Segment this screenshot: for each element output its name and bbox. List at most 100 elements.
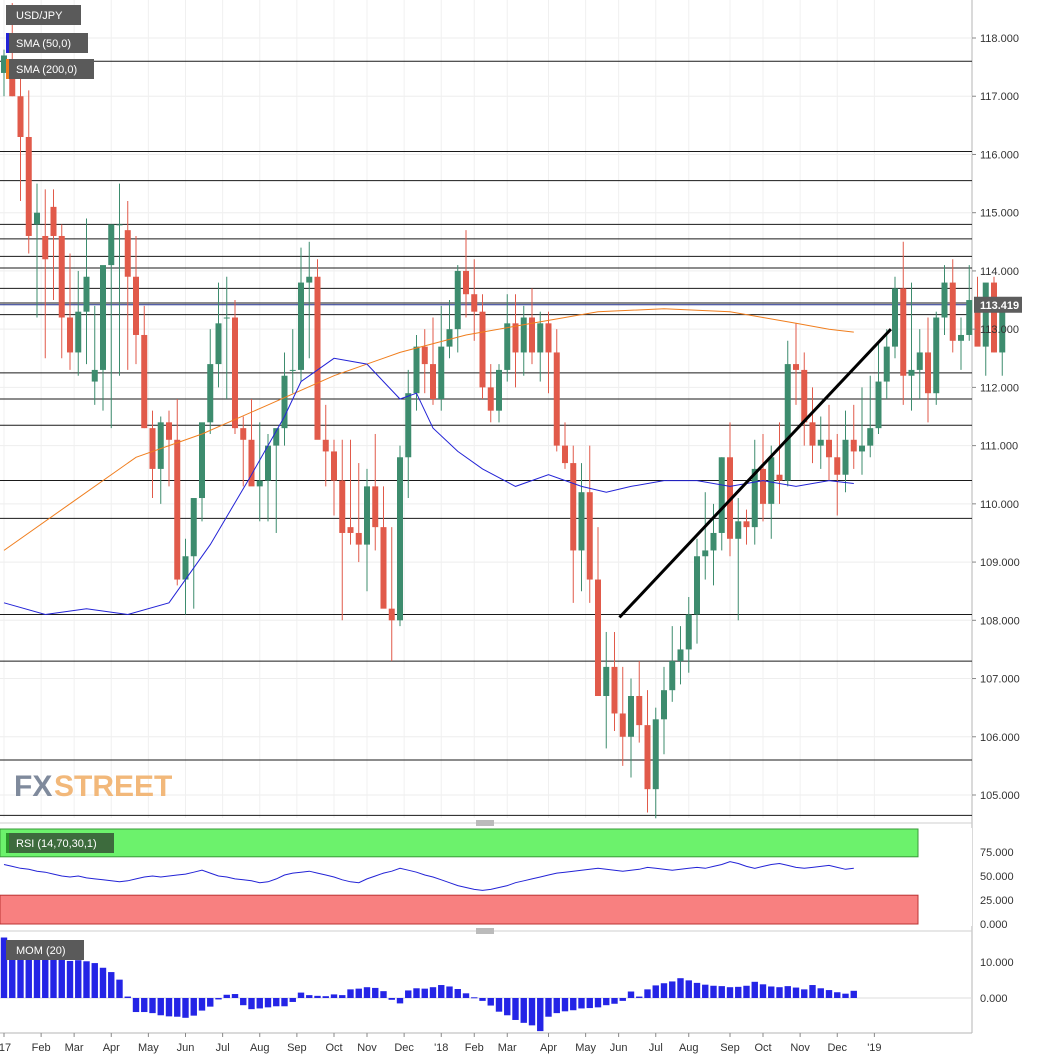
candle-body (694, 556, 700, 615)
mom-bar (718, 986, 725, 998)
candle-body (124, 230, 131, 277)
candle-body (793, 364, 799, 370)
candle-body (273, 428, 280, 446)
mom-bar (537, 998, 544, 1032)
mom-bar (792, 987, 800, 998)
candle-body (619, 713, 626, 737)
candle-body (834, 457, 841, 475)
horizontal-levels (0, 60, 972, 816)
trendline (618, 328, 892, 619)
rsi-overbought-zone (0, 828, 919, 858)
legend-sma200-marker (6, 59, 9, 79)
candle-body (289, 369, 296, 371)
legend-usdjpy-bg (6, 5, 81, 25)
mom-bar (553, 998, 560, 1014)
candle-body (669, 661, 676, 691)
candle-body (355, 532, 362, 545)
candle-body (34, 212, 40, 225)
mom-bar (768, 986, 775, 998)
y-tick-label: 115.000 (980, 208, 1019, 220)
x-tick-label: Feb (465, 1042, 484, 1054)
legend-rsi-marker (6, 833, 9, 853)
mom-bar (421, 988, 428, 998)
candle-body (504, 323, 511, 370)
legend-sma50-marker (6, 33, 9, 53)
mom-bar (157, 998, 164, 1016)
x-tick-label: Aug (679, 1042, 699, 1054)
candle-body (331, 451, 337, 481)
y-tick-label: 109.000 (980, 557, 1020, 569)
candle-body (157, 422, 164, 469)
y-tick-label: 105.000 (980, 790, 1020, 802)
mom-bar (685, 980, 692, 998)
mom-bar (248, 998, 255, 1010)
x-tick-label: Feb (32, 1042, 51, 1054)
mom-bar (479, 998, 486, 1001)
y-tick-label: 112.000 (980, 382, 1019, 394)
mom-bar (339, 995, 346, 998)
candle-body (190, 498, 197, 557)
candle-body (949, 282, 956, 341)
mom-bar (652, 985, 659, 998)
x-tick-label: May (575, 1042, 596, 1054)
mom-bar (751, 981, 758, 998)
mom-bar (825, 990, 833, 998)
candle-body (702, 550, 709, 557)
candle-body (25, 136, 32, 236)
candle-body (17, 96, 24, 137)
candle-body (438, 346, 445, 400)
mom-bar (281, 998, 288, 1007)
x-tick-label: Nov (357, 1042, 377, 1054)
mom-bar (363, 987, 371, 998)
rsi-line (3, 861, 854, 891)
candle-body (685, 614, 692, 650)
candle-body (1, 55, 7, 73)
candle-body (941, 282, 948, 318)
sma-200-line (3, 308, 854, 551)
mom-bar (99, 967, 107, 998)
rsi-tick-label: 25.000 (980, 895, 1014, 907)
candle-body (842, 439, 849, 475)
candle-body (141, 334, 148, 429)
candle-body (611, 666, 618, 714)
x-tick-label: Sep (720, 1042, 740, 1054)
candle-body (925, 352, 931, 394)
mom-bar (561, 998, 569, 1012)
x-axis: '17 Feb Mar Apr May Jun Jul Aug Sep Oct Nov Dec '18 F… (0, 1032, 972, 1054)
candle-body (240, 428, 247, 440)
mom-bar (677, 978, 684, 998)
candle-body (166, 422, 172, 440)
candle-body (58, 235, 65, 318)
mom-bar (380, 991, 387, 998)
mom-bar (735, 986, 742, 998)
mom-bar (0, 937, 8, 998)
candle-body (982, 282, 989, 347)
price-y-axis: 118.000 117.000 116.000 115.000 114.000 113.0… (0, 33, 1022, 934)
mom-bar (636, 996, 643, 998)
mom-bar (322, 996, 329, 998)
candle-body (199, 422, 205, 499)
candle-body (67, 317, 73, 353)
sma-lines (3, 308, 854, 616)
candle-body (380, 527, 387, 609)
y-tick-label: 113.000 (980, 324, 1019, 336)
x-tick-label: Mar (498, 1042, 517, 1054)
mom-bar (578, 998, 585, 1009)
mom-bar (842, 993, 849, 998)
mom-bar (809, 985, 816, 998)
rsi-tick-label: 50.000 (980, 871, 1014, 883)
mom-bar (108, 972, 115, 998)
candle-body (487, 387, 494, 411)
candle-body (859, 445, 865, 452)
mom-panel: 10.000 0.000 (0, 937, 1014, 1032)
candle-body (133, 276, 139, 335)
watermark-fx: FX (14, 770, 52, 803)
uptrend-line (618, 328, 892, 619)
mom-bar (850, 990, 857, 998)
mom-bar (132, 998, 140, 1013)
mom-tick-label: 0.000 (980, 993, 1008, 1005)
candle-body (50, 206, 57, 236)
candle-body (91, 369, 98, 382)
last-price-badge (974, 296, 1022, 313)
legend-rsi-bg (6, 833, 114, 853)
